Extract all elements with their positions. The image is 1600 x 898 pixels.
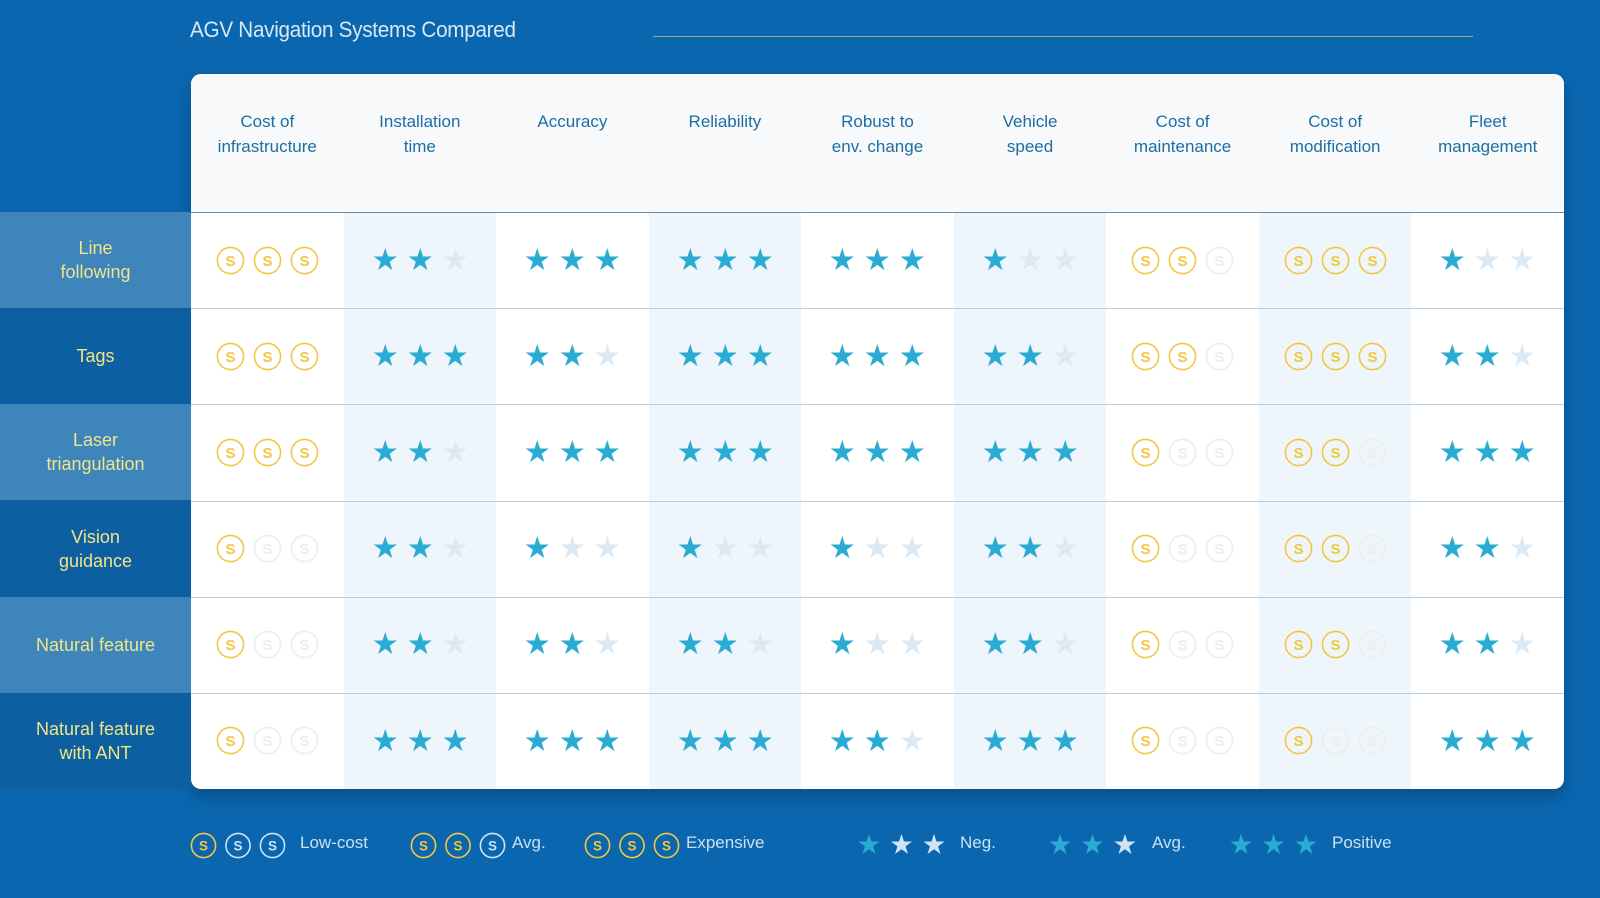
svg-text:S: S: [225, 253, 235, 270]
svg-text:S: S: [1293, 637, 1303, 654]
svg-text:S: S: [299, 637, 309, 654]
svg-text:S: S: [225, 637, 235, 654]
svg-text:S: S: [593, 838, 602, 853]
svg-text:S: S: [262, 637, 272, 654]
svg-text:S: S: [233, 838, 242, 853]
svg-text:S: S: [1215, 349, 1225, 366]
svg-text:S: S: [262, 253, 272, 270]
svg-text:S: S: [299, 349, 309, 366]
svg-text:S: S: [453, 838, 462, 853]
svg-text:S: S: [1293, 445, 1303, 462]
svg-text:S: S: [1293, 734, 1303, 751]
svg-text:S: S: [1178, 349, 1188, 366]
svg-text:S: S: [1367, 445, 1377, 462]
svg-text:S: S: [1215, 734, 1225, 751]
svg-text:S: S: [1215, 445, 1225, 462]
svg-text:S: S: [299, 734, 309, 751]
svg-text:S: S: [1330, 734, 1340, 751]
svg-text:S: S: [1178, 541, 1188, 558]
svg-text:S: S: [268, 838, 277, 853]
svg-text:S: S: [1330, 349, 1340, 366]
svg-text:S: S: [1141, 541, 1151, 558]
svg-text:S: S: [262, 349, 272, 366]
svg-text:S: S: [1367, 349, 1377, 366]
svg-text:S: S: [488, 838, 497, 853]
svg-text:S: S: [1178, 637, 1188, 654]
svg-text:S: S: [662, 838, 671, 853]
svg-text:S: S: [1141, 253, 1151, 270]
svg-text:S: S: [299, 253, 309, 270]
svg-text:S: S: [1293, 253, 1303, 270]
svg-text:S: S: [262, 445, 272, 462]
svg-text:S: S: [1141, 637, 1151, 654]
svg-text:S: S: [1215, 541, 1225, 558]
svg-text:S: S: [419, 838, 428, 853]
svg-text:S: S: [1141, 445, 1151, 462]
svg-text:S: S: [1178, 734, 1188, 751]
svg-text:S: S: [262, 734, 272, 751]
svg-text:S: S: [627, 838, 636, 853]
svg-text:S: S: [1367, 637, 1377, 654]
svg-text:S: S: [225, 349, 235, 366]
svg-text:S: S: [1330, 253, 1340, 270]
svg-text:S: S: [1367, 734, 1377, 751]
svg-text:S: S: [1293, 349, 1303, 366]
svg-text:S: S: [299, 445, 309, 462]
svg-text:S: S: [225, 734, 235, 751]
svg-text:S: S: [299, 541, 309, 558]
svg-text:S: S: [1293, 541, 1303, 558]
svg-text:S: S: [225, 445, 235, 462]
svg-text:S: S: [1330, 541, 1340, 558]
svg-text:S: S: [1367, 253, 1377, 270]
svg-text:S: S: [1367, 541, 1377, 558]
svg-text:S: S: [262, 541, 272, 558]
svg-text:S: S: [1178, 253, 1188, 270]
svg-text:S: S: [1330, 445, 1340, 462]
svg-text:S: S: [199, 838, 208, 853]
svg-text:S: S: [1330, 637, 1340, 654]
svg-text:S: S: [1215, 253, 1225, 270]
svg-text:S: S: [1215, 637, 1225, 654]
svg-text:S: S: [1141, 349, 1151, 366]
svg-text:S: S: [1141, 734, 1151, 751]
svg-text:S: S: [1178, 445, 1188, 462]
svg-text:S: S: [225, 541, 235, 558]
